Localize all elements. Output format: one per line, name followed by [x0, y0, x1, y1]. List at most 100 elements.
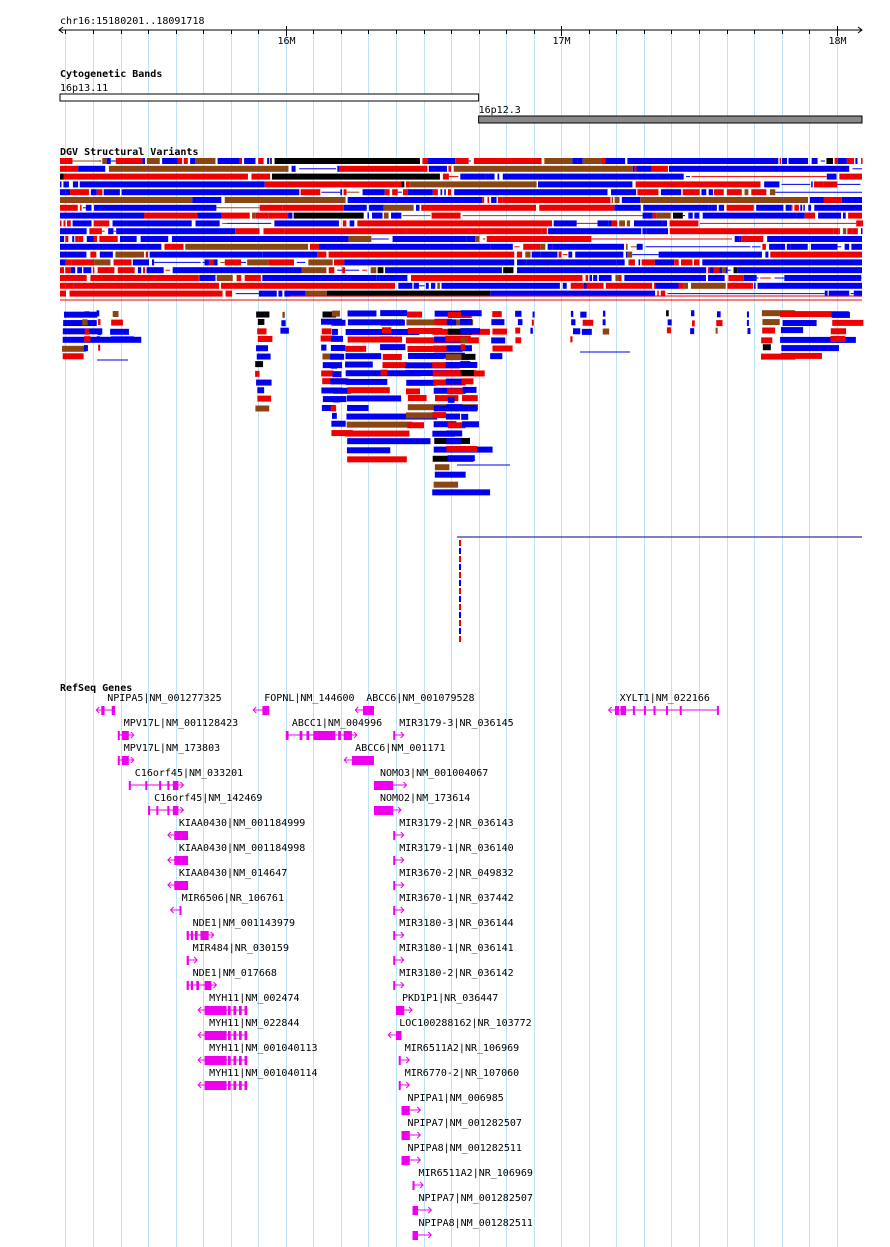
gene[interactable]: LOC100288162|NR_103772 — [387, 1018, 532, 1040]
sv-feature[interactable] — [751, 189, 767, 196]
sv-feature[interactable] — [539, 204, 615, 211]
sv-feature[interactable] — [460, 328, 480, 335]
sv-feature[interactable] — [96, 336, 100, 343]
sv-feature[interactable] — [751, 282, 753, 289]
sv-feature[interactable] — [461, 421, 479, 428]
sv-feature[interactable] — [405, 181, 410, 188]
sv-feature[interactable] — [746, 311, 749, 318]
sv-feature[interactable] — [782, 320, 817, 327]
sv-feature[interactable] — [575, 251, 624, 258]
sv-feature[interactable] — [164, 243, 184, 250]
sv-feature[interactable] — [691, 310, 695, 317]
gene[interactable]: MIR3180-2|NR_036142 — [393, 968, 514, 990]
sv-feature[interactable] — [83, 345, 88, 352]
sv-feature[interactable] — [547, 243, 553, 250]
sv-feature[interactable] — [244, 275, 261, 281]
sv-feature[interactable] — [291, 165, 296, 172]
sv-feature[interactable] — [442, 173, 449, 180]
sv-feature[interactable] — [461, 353, 476, 360]
sv-feature[interactable] — [515, 327, 521, 334]
sv-feature[interactable] — [680, 259, 693, 266]
sv-feature[interactable] — [655, 282, 679, 289]
sv-feature[interactable] — [517, 259, 527, 266]
sv-feature[interactable] — [722, 267, 726, 274]
sv-feature[interactable] — [73, 282, 220, 289]
sv-feature[interactable] — [826, 158, 833, 164]
sv-feature[interactable] — [322, 311, 337, 318]
sv-feature[interactable] — [183, 158, 188, 164]
sv-feature[interactable] — [321, 405, 336, 412]
sv-feature[interactable] — [433, 481, 459, 488]
sv-feature[interactable] — [391, 212, 402, 219]
sv-feature[interactable] — [503, 267, 514, 274]
sv-feature[interactable] — [743, 275, 757, 281]
sv-feature[interactable] — [405, 412, 436, 419]
sv-feature[interactable] — [502, 197, 611, 203]
sv-feature[interactable] — [674, 259, 679, 266]
sv-feature[interactable] — [369, 204, 384, 211]
sv-feature[interactable] — [619, 220, 625, 227]
sv-feature[interactable] — [548, 228, 642, 235]
sv-feature[interactable] — [491, 337, 506, 344]
sv-feature[interactable] — [90, 189, 97, 196]
sv-feature[interactable] — [346, 421, 413, 428]
sv-feature[interactable] — [221, 282, 395, 289]
sv-feature[interactable] — [517, 319, 523, 326]
sv-feature[interactable] — [345, 430, 410, 437]
sv-feature[interactable] — [709, 267, 714, 274]
sv-feature[interactable] — [224, 197, 346, 203]
sv-feature[interactable] — [247, 259, 269, 266]
sv-feature[interactable] — [204, 259, 209, 266]
sv-feature[interactable] — [461, 378, 474, 385]
sv-feature[interactable] — [85, 204, 92, 211]
sv-feature[interactable] — [446, 319, 457, 326]
sv-feature[interactable] — [377, 267, 384, 274]
sv-feature[interactable] — [92, 267, 95, 274]
sv-feature[interactable] — [654, 282, 656, 289]
sv-feature[interactable] — [667, 319, 672, 326]
sv-feature[interactable] — [568, 251, 573, 258]
sv-feature[interactable] — [172, 267, 302, 274]
sv-feature[interactable] — [790, 243, 808, 250]
sv-feature[interactable] — [115, 251, 145, 258]
sv-feature[interactable] — [402, 189, 408, 196]
sv-feature[interactable] — [673, 212, 683, 219]
sv-feature[interactable] — [60, 282, 66, 289]
sv-feature[interactable] — [739, 236, 742, 242]
sv-feature[interactable] — [346, 447, 391, 454]
sv-feature[interactable] — [540, 243, 546, 250]
sv-feature[interactable] — [781, 345, 840, 352]
sv-feature[interactable] — [754, 282, 756, 289]
sv-feature[interactable] — [838, 228, 841, 235]
sv-feature[interactable] — [127, 259, 132, 266]
sv-feature[interactable] — [149, 251, 263, 258]
sv-feature[interactable] — [345, 353, 382, 360]
sv-feature[interactable] — [523, 243, 541, 250]
sv-feature[interactable] — [121, 189, 300, 196]
sv-feature[interactable] — [459, 596, 461, 602]
sv-feature[interactable] — [440, 189, 443, 196]
sv-feature[interactable] — [453, 165, 633, 172]
gene[interactable]: MPV17L|NM_173803 — [117, 743, 220, 765]
sv-feature[interactable] — [445, 370, 477, 377]
sv-feature[interactable] — [448, 189, 452, 196]
sv-feature[interactable] — [380, 310, 408, 317]
sv-feature[interactable] — [562, 282, 567, 289]
sv-feature[interactable] — [553, 220, 577, 227]
sv-feature[interactable] — [823, 197, 842, 203]
sv-feature[interactable] — [834, 158, 838, 164]
sv-feature[interactable] — [255, 212, 269, 219]
sv-feature[interactable] — [151, 259, 155, 266]
sv-feature[interactable] — [853, 290, 862, 297]
sv-feature[interactable] — [421, 204, 537, 211]
sv-feature[interactable] — [321, 387, 343, 394]
sv-feature[interactable] — [328, 251, 515, 258]
sv-feature[interactable] — [432, 362, 459, 369]
sv-feature[interactable] — [525, 251, 531, 258]
sv-feature[interactable] — [262, 275, 377, 281]
sv-feature[interactable] — [349, 220, 355, 227]
sv-feature[interactable] — [257, 318, 265, 325]
sv-feature[interactable] — [437, 282, 440, 289]
gene[interactable]: ABCC6|NM_001171 — [343, 743, 445, 765]
sv-feature[interactable] — [115, 158, 143, 164]
